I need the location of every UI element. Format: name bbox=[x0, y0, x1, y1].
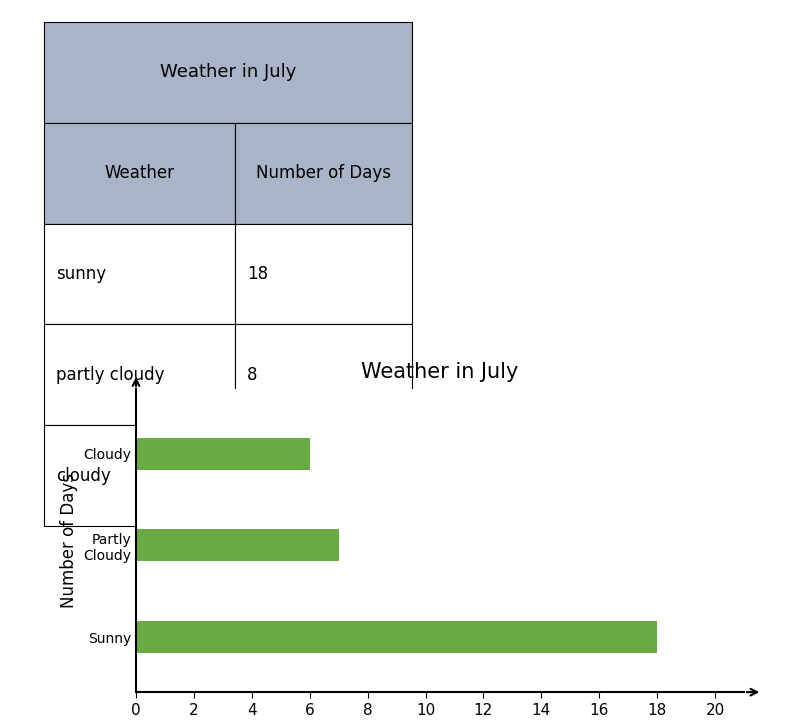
Bar bbox=[44, 324, 235, 425]
Bar bbox=[235, 425, 412, 526]
Title: Weather in July: Weather in July bbox=[362, 362, 518, 382]
Text: 5: 5 bbox=[247, 467, 258, 485]
Text: cloudy: cloudy bbox=[56, 467, 110, 485]
Bar bbox=[136, 438, 310, 469]
Text: partly cloudy: partly cloudy bbox=[56, 366, 165, 384]
Text: 8: 8 bbox=[247, 366, 258, 384]
Bar bbox=[44, 22, 412, 123]
Text: sunny: sunny bbox=[56, 265, 106, 283]
Bar bbox=[44, 123, 235, 224]
Text: Weather: Weather bbox=[105, 164, 174, 182]
Bar bbox=[235, 224, 412, 324]
Bar bbox=[136, 529, 338, 562]
Bar bbox=[235, 324, 412, 425]
Bar bbox=[44, 224, 235, 324]
Y-axis label: Number of Days: Number of Days bbox=[59, 473, 78, 609]
Bar bbox=[44, 425, 235, 526]
Text: Weather in July: Weather in July bbox=[160, 63, 296, 81]
Bar bbox=[136, 621, 657, 653]
Text: Number of Days: Number of Days bbox=[256, 164, 391, 182]
Bar bbox=[235, 123, 412, 224]
Text: 18: 18 bbox=[247, 265, 269, 283]
